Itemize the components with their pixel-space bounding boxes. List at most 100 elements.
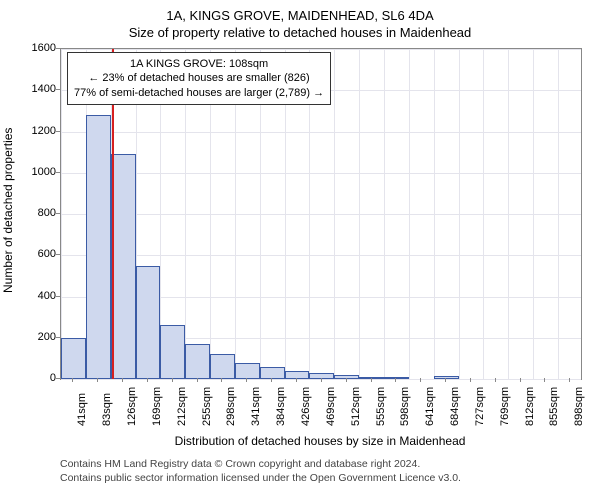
footer-line2: Contains public sector information licen… (60, 472, 461, 484)
x-tick-mark (569, 378, 570, 382)
histogram-bar (309, 373, 334, 379)
gridline-vertical (61, 49, 62, 379)
x-tick-mark (395, 378, 396, 382)
histogram-bar (160, 325, 185, 379)
gridline-horizontal (61, 132, 581, 133)
histogram-bar (434, 376, 459, 379)
histogram-bar (260, 367, 285, 379)
page-title-address: 1A, KINGS GROVE, MAIDENHEAD, SL6 4DA (0, 0, 600, 23)
gridline-vertical (434, 49, 435, 379)
x-tick-mark (520, 378, 521, 382)
x-tick-mark (122, 378, 123, 382)
histogram-bar (384, 377, 409, 379)
x-tick-label: 384sqm (275, 387, 287, 426)
x-tick-mark (346, 378, 347, 382)
x-tick-label: 555sqm (375, 387, 387, 426)
gridline-vertical (459, 49, 460, 379)
x-tick-mark (246, 378, 247, 382)
x-tick-mark (470, 378, 471, 382)
x-tick-mark (321, 378, 322, 382)
annotation-line2: ← 23% of detached houses are smaller (82… (74, 71, 324, 85)
x-tick-label: 126sqm (126, 387, 138, 426)
gridline-vertical (508, 49, 509, 379)
x-tick-label: 898sqm (573, 387, 585, 426)
gridline-horizontal (61, 49, 581, 50)
histogram-bar (61, 338, 86, 379)
x-tick-label: 641sqm (424, 387, 436, 426)
x-tick-label: 341sqm (250, 387, 262, 426)
y-tick-mark (56, 213, 60, 214)
y-tick-mark (56, 131, 60, 132)
y-tick-label: 1400 (22, 83, 56, 95)
footer-line1: Contains HM Land Registry data © Crown c… (60, 458, 420, 470)
histogram-bar (136, 266, 161, 379)
x-tick-mark (271, 378, 272, 382)
histogram-bar (359, 377, 384, 379)
annotation-line3: 77% of semi-detached houses are larger (… (74, 86, 324, 100)
gridline-horizontal (61, 255, 581, 256)
histogram-bar (86, 115, 111, 379)
x-tick-label: 169sqm (151, 387, 163, 426)
y-tick-mark (56, 254, 60, 255)
x-tick-label: 598sqm (399, 387, 411, 426)
x-tick-label: 684sqm (449, 387, 461, 426)
annotation-box: 1A KINGS GROVE: 108sqm ← 23% of detached… (67, 52, 331, 105)
histogram-bar (185, 344, 210, 379)
gridline-horizontal (61, 173, 581, 174)
x-tick-mark (544, 378, 545, 382)
y-axis-label: Number of detached properties (1, 128, 15, 293)
histogram-bar (334, 375, 359, 379)
y-tick-label: 1600 (22, 42, 56, 54)
x-tick-mark (97, 378, 98, 382)
y-tick-mark (56, 48, 60, 49)
x-tick-label: 298sqm (225, 387, 237, 426)
x-tick-label: 727sqm (474, 387, 486, 426)
x-tick-label: 255sqm (201, 387, 213, 426)
x-tick-mark (172, 378, 173, 382)
x-tick-label: 426sqm (300, 387, 312, 426)
x-tick-label: 855sqm (548, 387, 560, 426)
x-tick-mark (371, 378, 372, 382)
y-tick-label: 1000 (22, 166, 56, 178)
y-tick-label: 0 (22, 372, 56, 384)
y-tick-mark (56, 296, 60, 297)
y-tick-mark (56, 378, 60, 379)
gridline-vertical (533, 49, 534, 379)
gridline-vertical (483, 49, 484, 379)
gridline-vertical (558, 49, 559, 379)
x-tick-label: 83sqm (101, 393, 113, 426)
histogram-bar (285, 371, 310, 379)
y-tick-mark (56, 337, 60, 338)
y-tick-mark (56, 172, 60, 173)
histogram-bar (210, 354, 235, 379)
annotation-line1: 1A KINGS GROVE: 108sqm (74, 57, 324, 71)
x-tick-mark (420, 378, 421, 382)
page-subtitle: Size of property relative to detached ho… (0, 23, 600, 40)
x-tick-label: 512sqm (350, 387, 362, 426)
x-tick-label: 769sqm (499, 387, 511, 426)
histogram-bar (235, 363, 260, 380)
x-tick-label: 41sqm (76, 393, 88, 426)
gridline-horizontal (61, 214, 581, 215)
x-tick-label: 212sqm (176, 387, 188, 426)
x-tick-mark (72, 378, 73, 382)
x-tick-mark (147, 378, 148, 382)
y-tick-mark (56, 89, 60, 90)
x-tick-mark (495, 378, 496, 382)
gridline-vertical (409, 49, 410, 379)
x-tick-mark (296, 378, 297, 382)
x-tick-label: 469sqm (325, 387, 337, 426)
y-tick-label: 600 (22, 248, 56, 260)
y-tick-label: 1200 (22, 125, 56, 137)
x-tick-mark (445, 378, 446, 382)
histogram-bar (111, 154, 136, 379)
gridline-vertical (334, 49, 335, 379)
gridline-vertical (359, 49, 360, 379)
y-tick-label: 800 (22, 207, 56, 219)
x-axis-label: Distribution of detached houses by size … (60, 434, 580, 448)
gridline-vertical (384, 49, 385, 379)
y-tick-label: 400 (22, 290, 56, 302)
y-tick-label: 200 (22, 331, 56, 343)
x-tick-mark (197, 378, 198, 382)
x-tick-mark (221, 378, 222, 382)
